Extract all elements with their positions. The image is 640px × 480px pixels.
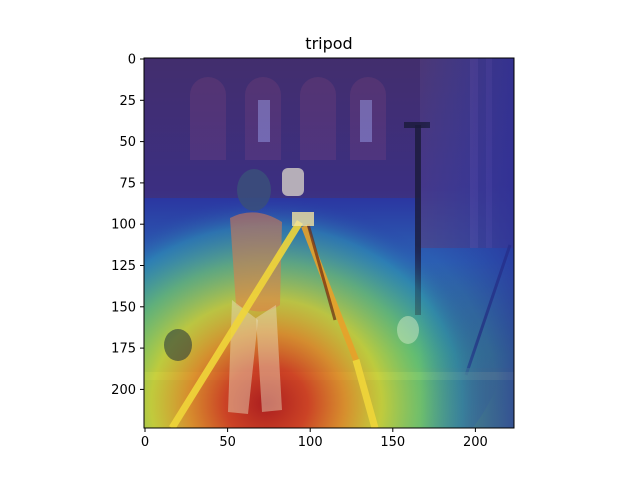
x-tick-label: 150 xyxy=(380,435,405,450)
heatmap-image xyxy=(144,58,514,428)
y-tick-label: 75 xyxy=(119,176,136,191)
y-tick-label: 200 xyxy=(111,383,136,398)
x-axis: 0 50 100 150 200 xyxy=(141,428,488,450)
figure-title: tripod xyxy=(305,34,352,53)
x-tick-label: 0 xyxy=(141,435,149,450)
tripod xyxy=(169,212,379,428)
x-tick-label: 200 xyxy=(463,435,488,450)
y-tick-label: 0 xyxy=(128,53,136,68)
axes-frame xyxy=(143,57,515,429)
y-axis: 0 25 50 75 100 125 150 175 200 xyxy=(111,53,144,398)
x-tick-label: 100 xyxy=(298,435,323,450)
y-tick-label: 25 xyxy=(119,94,136,109)
y-tick-label: 100 xyxy=(111,218,136,233)
y-tick-label: 50 xyxy=(119,135,136,150)
y-tick-label: 175 xyxy=(111,342,136,357)
y-tick-label: 125 xyxy=(111,259,136,274)
y-tick-label: 150 xyxy=(111,300,136,315)
x-tick-label: 50 xyxy=(219,435,236,450)
